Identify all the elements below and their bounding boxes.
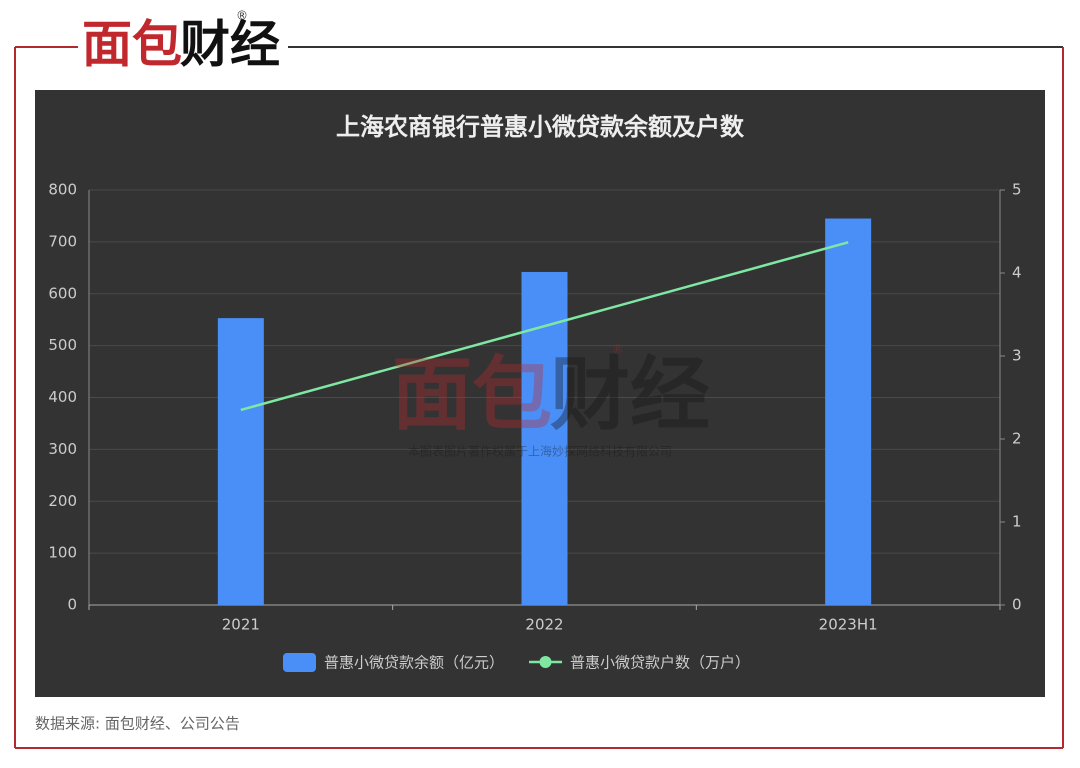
legend-label: 普惠小微贷款户数（万户） xyxy=(570,654,750,672)
legend-swatch xyxy=(539,656,552,668)
legend-label: 普惠小微贷款余额（亿元） xyxy=(324,654,504,672)
y2-tick-label: 3 xyxy=(1012,347,1022,365)
plot: 0 100 200 300 400 500 600 700 800 0 1 2 3 4 5 2021 2022 2… xyxy=(48,181,1022,672)
frame xyxy=(14,46,1064,749)
y2-tick-label: 4 xyxy=(1012,264,1022,282)
watermark-red: 面包 xyxy=(392,348,552,441)
y-tick-label: 400 xyxy=(48,388,77,406)
y2-tick-label: 2 xyxy=(1012,430,1022,448)
source: 数据来源: 面包财经、公司公告 xyxy=(35,715,240,733)
bar xyxy=(825,218,872,605)
logo-mark: ® xyxy=(236,9,248,23)
line xyxy=(240,241,849,412)
x-tick-label: 2021 xyxy=(222,616,260,634)
watermark-mark: ® xyxy=(612,343,624,357)
y2-tick-label: 5 xyxy=(1012,181,1022,199)
x-tick-label: 2023H1 xyxy=(819,616,878,634)
x-tick-label: 2022 xyxy=(525,616,563,634)
legend-swatch xyxy=(283,653,316,672)
logo-black: 财经 xyxy=(180,16,280,74)
logo-red: 面包 xyxy=(82,16,182,74)
y-tick-label: 800 xyxy=(48,181,77,199)
watermark: 面包 财经 ® 本图表图片著作权属于上海妙探网络科技有限公司 xyxy=(392,343,710,459)
y-tick-label: 500 xyxy=(48,336,77,354)
y-tick-label: 600 xyxy=(48,284,77,302)
bar xyxy=(521,271,568,605)
y-tick-label: 200 xyxy=(48,492,77,510)
watermark-black: 财经 xyxy=(550,348,710,441)
watermark-caption: 本图表图片著作权属于上海妙探网络科技有限公司 xyxy=(408,444,672,459)
y2-tick-label: 0 xyxy=(1012,596,1022,614)
y-tick-label: 700 xyxy=(48,232,77,250)
y-tick-label: 0 xyxy=(67,596,77,614)
chart-title: 上海农商银行普惠小微贷款余额及户数 xyxy=(336,113,745,141)
bar xyxy=(217,318,264,605)
y2-tick-label: 1 xyxy=(1012,513,1022,531)
y-tick-label: 100 xyxy=(48,544,77,562)
y-tick-label: 300 xyxy=(48,440,77,458)
